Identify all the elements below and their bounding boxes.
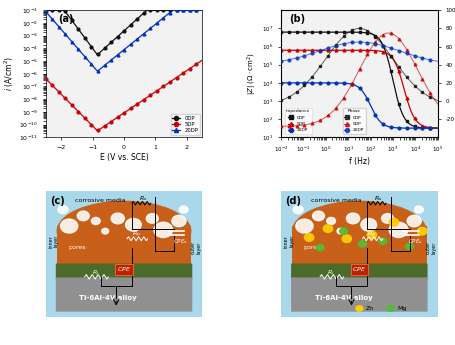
Y-axis label: $i$ (A/cm$^2$): $i$ (A/cm$^2$) bbox=[3, 56, 16, 91]
Circle shape bbox=[293, 206, 303, 214]
Text: Ti-6Al-4V alloy: Ti-6Al-4V alloy bbox=[79, 295, 137, 302]
Text: $R_p$: $R_p$ bbox=[132, 230, 141, 240]
Bar bbox=[291, 226, 426, 267]
Circle shape bbox=[304, 234, 313, 241]
Circle shape bbox=[366, 231, 376, 239]
Circle shape bbox=[406, 215, 420, 227]
Text: $R_s$: $R_s$ bbox=[373, 194, 382, 203]
Circle shape bbox=[341, 235, 351, 243]
Circle shape bbox=[414, 206, 422, 213]
Circle shape bbox=[312, 211, 324, 221]
Text: Ti-6Al-4V alloy: Ti-6Al-4V alloy bbox=[314, 295, 372, 302]
Text: corrosive media: corrosive media bbox=[75, 198, 126, 203]
Circle shape bbox=[172, 215, 186, 227]
Circle shape bbox=[125, 218, 141, 231]
Text: $CPE_o$: $CPE_o$ bbox=[408, 237, 422, 246]
Text: (c): (c) bbox=[50, 196, 65, 206]
Circle shape bbox=[336, 228, 343, 234]
Circle shape bbox=[404, 243, 413, 249]
Circle shape bbox=[77, 211, 89, 221]
Text: $R_p$: $R_p$ bbox=[367, 230, 375, 240]
Circle shape bbox=[61, 219, 78, 233]
Text: $R_s$: $R_s$ bbox=[138, 194, 147, 203]
Circle shape bbox=[355, 306, 362, 311]
Circle shape bbox=[381, 214, 393, 223]
Circle shape bbox=[101, 228, 108, 234]
Text: corrosive media: corrosive media bbox=[310, 198, 360, 203]
Circle shape bbox=[326, 217, 335, 225]
Legend: 0DP, 5DP, 20DP: 0DP, 5DP, 20DP bbox=[284, 108, 311, 134]
Circle shape bbox=[358, 241, 365, 247]
Ellipse shape bbox=[56, 201, 191, 262]
Circle shape bbox=[295, 219, 313, 233]
Circle shape bbox=[153, 222, 172, 237]
Circle shape bbox=[416, 227, 426, 235]
Circle shape bbox=[91, 217, 100, 225]
Ellipse shape bbox=[291, 201, 426, 262]
Text: Zn: Zn bbox=[365, 306, 373, 311]
X-axis label: f (Hz): f (Hz) bbox=[348, 157, 369, 166]
Legend: 0DP, 5DP, 20DP: 0DP, 5DP, 20DP bbox=[170, 114, 199, 135]
Circle shape bbox=[58, 206, 68, 214]
Circle shape bbox=[339, 228, 347, 234]
Text: $CPE$: $CPE$ bbox=[352, 265, 365, 273]
Text: $CPE_o$: $CPE_o$ bbox=[173, 237, 187, 246]
Text: outer
layer: outer layer bbox=[190, 241, 201, 254]
Circle shape bbox=[179, 206, 187, 213]
Legend: 0DP, 5DP, 20DP: 0DP, 5DP, 20DP bbox=[342, 108, 365, 134]
Circle shape bbox=[388, 222, 407, 237]
FancyBboxPatch shape bbox=[56, 264, 192, 280]
Text: (a): (a) bbox=[58, 14, 74, 24]
Text: $R_i$: $R_i$ bbox=[92, 268, 99, 277]
Bar bbox=[56, 226, 191, 267]
Y-axis label: $|Z|$ ($\Omega\cdot$cm$^2$): $|Z|$ ($\Omega\cdot$cm$^2$) bbox=[245, 52, 258, 95]
Text: $R_i$: $R_i$ bbox=[327, 268, 334, 277]
Text: inner
layer: inner layer bbox=[48, 235, 59, 248]
Circle shape bbox=[323, 225, 332, 233]
FancyBboxPatch shape bbox=[56, 277, 192, 312]
FancyBboxPatch shape bbox=[41, 187, 207, 321]
Text: pores: pores bbox=[303, 245, 320, 250]
Text: $CPE$: $CPE$ bbox=[117, 265, 131, 273]
Circle shape bbox=[315, 245, 324, 251]
Text: outer
layer: outer layer bbox=[425, 241, 436, 254]
FancyBboxPatch shape bbox=[276, 187, 441, 321]
Circle shape bbox=[360, 218, 376, 231]
Text: pores: pores bbox=[68, 245, 86, 250]
Text: (b): (b) bbox=[288, 14, 304, 24]
Text: (d): (d) bbox=[285, 196, 301, 206]
FancyBboxPatch shape bbox=[290, 277, 427, 312]
FancyBboxPatch shape bbox=[290, 264, 427, 280]
Circle shape bbox=[146, 214, 158, 223]
Circle shape bbox=[346, 213, 359, 224]
Circle shape bbox=[111, 213, 124, 224]
Circle shape bbox=[378, 238, 386, 245]
X-axis label: E (V vs. SCE): E (V vs. SCE) bbox=[100, 152, 148, 162]
Circle shape bbox=[388, 218, 398, 226]
Text: Mg: Mg bbox=[396, 306, 405, 311]
Circle shape bbox=[386, 306, 393, 311]
Text: inner
layer: inner layer bbox=[283, 235, 293, 248]
